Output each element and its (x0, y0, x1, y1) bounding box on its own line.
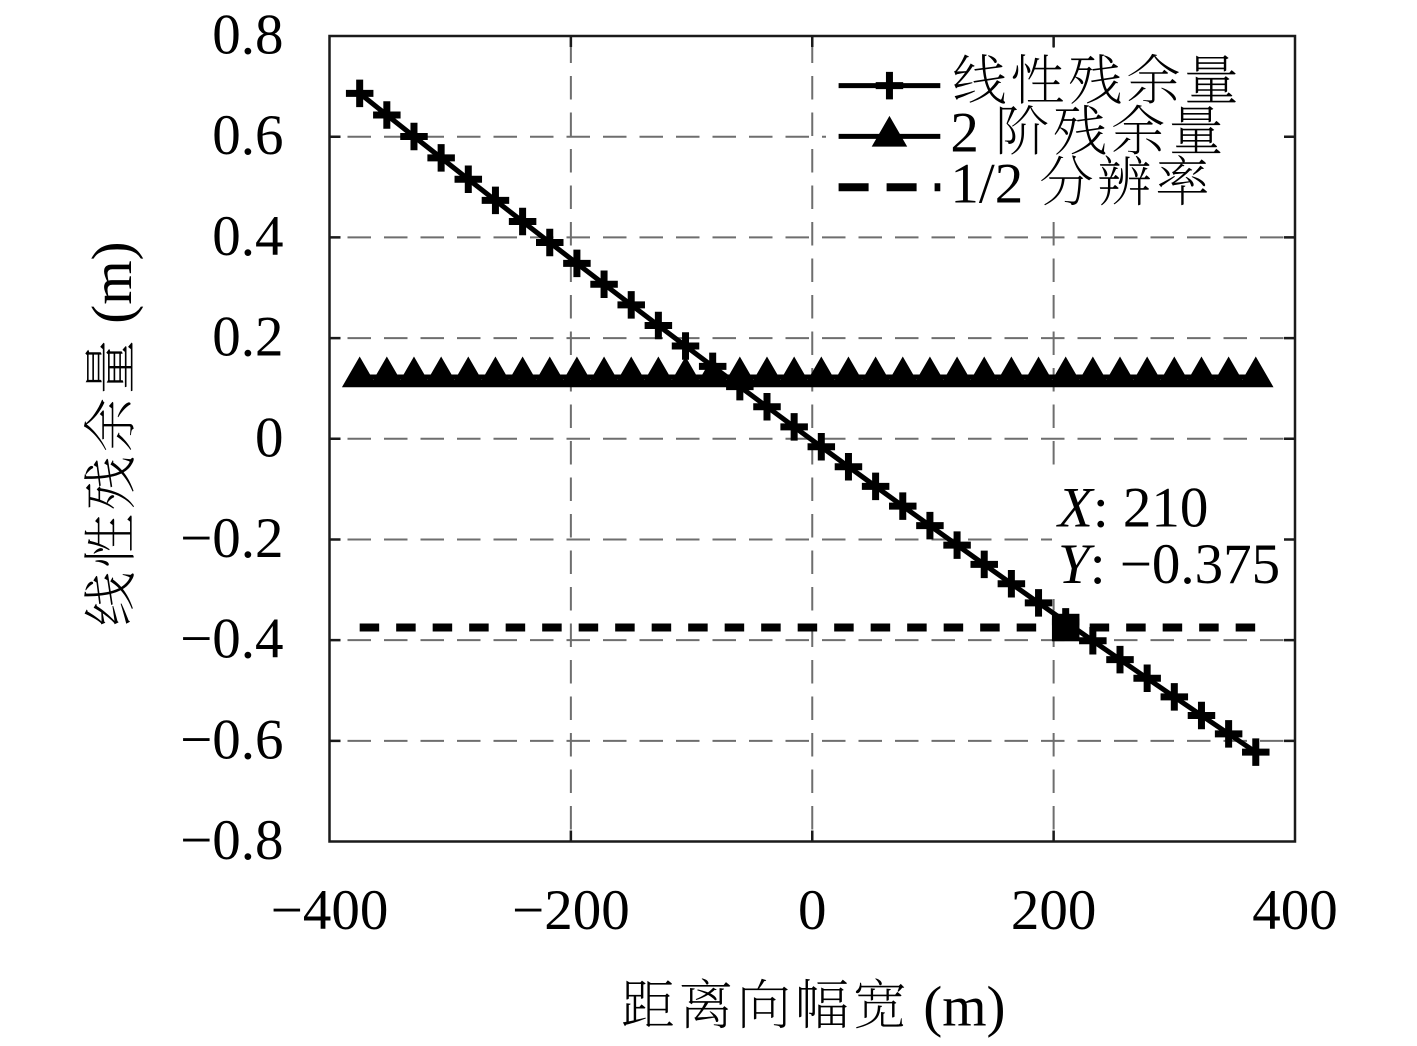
svg-text:X: X (1056, 477, 1095, 540)
svg-text:(m): (m) (909, 976, 1006, 1039)
series-line (358, 91, 1258, 755)
y-tick-label: −0.2 (180, 507, 283, 570)
series-second-order-residual (341, 356, 1274, 388)
datatip-marker-layer (1051, 613, 1080, 642)
x-tick-label: 200 (1011, 879, 1097, 942)
y-tick-label: 0 (255, 406, 284, 469)
x-tick-label: 0 (798, 879, 827, 942)
series-linear-residual (345, 79, 1270, 766)
legend-entry (838, 53, 1236, 104)
datatip-line: Y: −0.375 (1058, 533, 1280, 596)
legend-plus-marker (875, 71, 904, 100)
svg-text:: −0.375: : −0.375 (1090, 533, 1280, 596)
svg-text:2: 2 (950, 102, 993, 165)
legend: 2 1/2 (838, 53, 1236, 216)
y-tick-label: 0.2 (212, 306, 283, 369)
legend-entry: 2 (838, 102, 1221, 165)
datatip-background (1052, 469, 1290, 599)
legend-label: 2 (950, 102, 1221, 165)
svg-text:1/2: 1/2 (950, 153, 1037, 216)
tick-labels: −400 −200 0 200 400 0.8 0.6 0.4 0.2 0 −0… (180, 4, 1338, 943)
axis-labels: (m) (m) (81, 241, 1006, 1038)
x-tick-label: 400 (1252, 879, 1338, 942)
y-tick-label: −0.6 (180, 708, 283, 771)
datatip-square-marker (1051, 613, 1080, 642)
x-tick-label: −400 (271, 879, 389, 942)
svg-text:(m): (m) (81, 241, 144, 338)
legend-label: 1/2 (950, 153, 1208, 216)
svg-text:Y: Y (1058, 533, 1095, 596)
x-axis-label: (m) (622, 976, 1006, 1039)
data-series (341, 79, 1274, 766)
legend-triangle-marker (871, 115, 908, 147)
axis-ticks (329, 36, 1295, 842)
legend-label (954, 53, 1236, 104)
axes-frame-and-ticks (328, 34, 1297, 843)
y-tick-label: 0.6 (212, 104, 283, 167)
datatip-line: X: 210 (1056, 477, 1208, 540)
x-tick-label: −200 (512, 879, 630, 942)
y-tick-label: 0.8 (212, 4, 283, 67)
y-tick-label: −0.8 (180, 809, 283, 872)
y-axis-label: (m) (81, 241, 144, 625)
svg-text:: 210: : 210 (1093, 477, 1209, 540)
legend-entry: 1/2 (838, 153, 1208, 216)
triangle-markers (341, 356, 1274, 388)
y-tick-label: 0.4 (212, 205, 283, 268)
y-tick-label: −0.4 (180, 608, 283, 671)
